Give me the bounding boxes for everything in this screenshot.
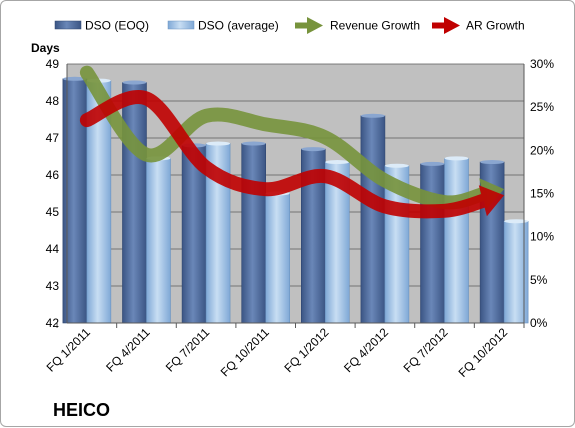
legend-label-ar-growth: AR Growth bbox=[466, 19, 525, 33]
x-tick-label: FQ 10/2012 bbox=[456, 325, 511, 380]
legend: DSO (EOQ) DSO (average) Revenue Growth A… bbox=[54, 17, 525, 34]
trend-lines bbox=[79, 65, 505, 219]
bar-body bbox=[146, 158, 171, 324]
y2-tick-label: 25% bbox=[530, 100, 554, 114]
bar-cap bbox=[504, 219, 529, 224]
y2-tick-label: 30% bbox=[530, 57, 554, 71]
x-tick-label: FQ 4/2011 bbox=[103, 325, 153, 375]
legend-swatch-dso-average bbox=[167, 20, 195, 30]
bar-body bbox=[241, 143, 266, 324]
legend-item-dso-average: DSO (average) bbox=[167, 19, 279, 33]
y-tick-label: 46 bbox=[46, 168, 60, 182]
bar-cap bbox=[241, 141, 266, 146]
bar-body bbox=[420, 163, 445, 324]
bar-dso-eoq-fq-10-2011 bbox=[241, 141, 266, 324]
bar-dso-average-fq-10-2011 bbox=[265, 191, 290, 324]
y-tick-label: 43 bbox=[46, 279, 60, 293]
y-tick-label: 42 bbox=[46, 316, 60, 330]
x-tick-label: FQ 7/2011 bbox=[163, 325, 213, 375]
bar-cap bbox=[480, 160, 505, 165]
legend-swatch-dso-eoq bbox=[54, 20, 82, 30]
bar-body bbox=[360, 115, 386, 324]
bar-dso-eoq-fq-4-2011 bbox=[122, 80, 147, 324]
bar-body bbox=[181, 145, 207, 324]
company-label: HEICO bbox=[53, 400, 110, 420]
y-tick-label: 44 bbox=[46, 242, 60, 256]
bar-body bbox=[444, 158, 469, 324]
y-tick-label: 49 bbox=[46, 57, 60, 71]
bar-cap bbox=[325, 160, 350, 165]
line-ar-growth bbox=[79, 90, 505, 219]
bar-body bbox=[503, 220, 529, 324]
bar-body bbox=[265, 193, 290, 324]
arrowhead-ar-growth bbox=[478, 185, 505, 217]
legend-item-ar-growth: AR Growth bbox=[432, 17, 525, 34]
y-axis-tick-labels: 42 43 44 45 46 47 48 49 bbox=[46, 57, 60, 330]
legend-item-dso-eoq: DSO (EOQ) bbox=[54, 19, 149, 33]
y2-tick-label: 10% bbox=[530, 230, 554, 244]
y-tick-label: 45 bbox=[46, 205, 60, 219]
bar-dso-average-fq-7-2012 bbox=[444, 156, 469, 324]
bar-cap bbox=[360, 113, 385, 118]
line-path-ar-growth bbox=[79, 90, 492, 219]
y-tick-label: 48 bbox=[46, 94, 60, 108]
bar-cap bbox=[301, 147, 326, 152]
bar-cap bbox=[384, 163, 409, 168]
legend-label-revenue-growth: Revenue Growth bbox=[330, 19, 420, 33]
x-tick-label: FQ 7/2012 bbox=[401, 325, 451, 375]
bar-dso-average-fq-10-2012 bbox=[503, 219, 529, 324]
x-tick-label: FQ 1/2011 bbox=[44, 325, 94, 375]
line-path-revenue-growth bbox=[79, 65, 492, 210]
bar-dso-eoq-fq-1-2011 bbox=[62, 76, 88, 324]
y2-tick-label: 0% bbox=[530, 316, 548, 330]
x-tick-label: FQ 4/2012 bbox=[341, 325, 391, 375]
y2-tick-label: 20% bbox=[530, 143, 554, 157]
legend-label-dso-average: DSO (average) bbox=[198, 19, 279, 33]
legend-arrow-revenue-growth bbox=[307, 17, 323, 34]
legend-item-revenue-growth: Revenue Growth bbox=[295, 17, 420, 34]
axes bbox=[56, 64, 525, 328]
bar-cap bbox=[206, 141, 231, 146]
y-axis-title: Days bbox=[31, 41, 60, 55]
y2-tick-label: 15% bbox=[530, 187, 554, 201]
x-axis-tick-labels: FQ 1/2011 FQ 4/2011 FQ 7/2011 FQ 10/2011 FQ … bbox=[44, 325, 511, 380]
bar-body bbox=[122, 82, 147, 324]
bar-dso-eoq-fq-4-2012 bbox=[360, 113, 386, 324]
bar-cap bbox=[62, 76, 87, 81]
y-tick-label: 47 bbox=[46, 131, 60, 145]
bar-dso-eoq-fq-7-2012 bbox=[420, 161, 445, 324]
bar-cap bbox=[122, 80, 147, 85]
y2-axis-tick-labels: 0% 5% 10% 15% 20% 25% 30% bbox=[530, 57, 554, 330]
x-tick-label: FQ 10/2011 bbox=[218, 325, 272, 379]
legend-arrow-ar-growth bbox=[444, 17, 460, 34]
bar-cap bbox=[420, 161, 445, 166]
y2-tick-label: 5% bbox=[530, 273, 548, 287]
bar-dso-average-fq-4-2011 bbox=[146, 156, 171, 324]
x-tick-label: FQ 1/2012 bbox=[281, 325, 331, 375]
bar-cap bbox=[444, 156, 469, 161]
legend-label-dso-eoq: DSO (EOQ) bbox=[85, 19, 149, 33]
